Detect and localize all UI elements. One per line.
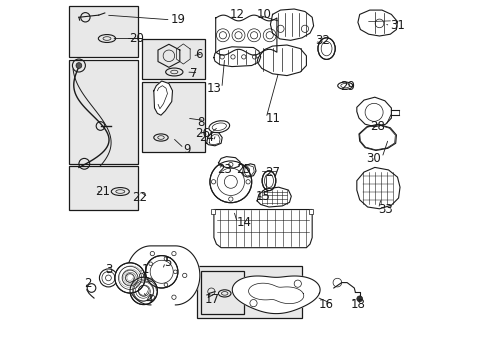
Polygon shape bbox=[242, 164, 256, 177]
Text: 20: 20 bbox=[128, 32, 143, 45]
Text: 7: 7 bbox=[190, 67, 197, 80]
Text: 11: 11 bbox=[265, 112, 280, 125]
Circle shape bbox=[115, 263, 145, 293]
Text: 27: 27 bbox=[265, 166, 280, 179]
Polygon shape bbox=[126, 246, 200, 305]
Bar bbox=[142, 39, 204, 79]
Text: 25: 25 bbox=[236, 163, 250, 176]
Ellipse shape bbox=[262, 171, 275, 191]
Circle shape bbox=[173, 270, 177, 274]
Text: 33: 33 bbox=[377, 203, 392, 216]
Text: 4: 4 bbox=[145, 293, 153, 306]
Ellipse shape bbox=[317, 38, 335, 59]
Text: 31: 31 bbox=[389, 19, 405, 32]
Text: 12: 12 bbox=[229, 8, 244, 21]
Polygon shape bbox=[218, 157, 240, 168]
Polygon shape bbox=[213, 210, 311, 248]
Circle shape bbox=[99, 269, 117, 287]
Polygon shape bbox=[206, 132, 222, 146]
Polygon shape bbox=[257, 187, 291, 207]
Text: 22: 22 bbox=[132, 191, 147, 204]
Circle shape bbox=[209, 161, 251, 203]
Bar bbox=[69, 6, 138, 57]
Polygon shape bbox=[270, 9, 313, 40]
Circle shape bbox=[130, 277, 157, 305]
Text: 19: 19 bbox=[170, 13, 185, 26]
Polygon shape bbox=[153, 81, 172, 115]
Text: 15: 15 bbox=[255, 190, 270, 203]
Polygon shape bbox=[356, 167, 399, 209]
Circle shape bbox=[145, 256, 178, 288]
Circle shape bbox=[245, 180, 250, 184]
Circle shape bbox=[211, 180, 215, 184]
Text: 28: 28 bbox=[369, 120, 384, 133]
Polygon shape bbox=[232, 276, 320, 314]
Text: 2: 2 bbox=[84, 277, 92, 290]
Bar bbox=[309, 209, 312, 214]
Circle shape bbox=[87, 284, 96, 292]
Bar bbox=[197, 266, 302, 318]
Text: 13: 13 bbox=[206, 82, 221, 95]
Circle shape bbox=[76, 63, 81, 68]
Polygon shape bbox=[213, 47, 260, 67]
Bar bbox=[69, 166, 138, 210]
Text: 8: 8 bbox=[197, 116, 204, 129]
Polygon shape bbox=[215, 15, 276, 55]
Text: 6: 6 bbox=[195, 48, 203, 61]
Polygon shape bbox=[358, 124, 396, 150]
Text: 5: 5 bbox=[164, 256, 172, 269]
Text: 30: 30 bbox=[366, 152, 381, 165]
Text: 24: 24 bbox=[199, 131, 213, 144]
Text: 26: 26 bbox=[195, 127, 210, 140]
Circle shape bbox=[228, 197, 232, 201]
Text: 10: 10 bbox=[257, 8, 271, 21]
Circle shape bbox=[164, 283, 167, 287]
Text: 21: 21 bbox=[95, 185, 110, 198]
Text: 32: 32 bbox=[314, 34, 329, 47]
Text: 1: 1 bbox=[142, 263, 149, 276]
Bar bbox=[69, 60, 138, 164]
Polygon shape bbox=[356, 97, 390, 127]
Text: 23: 23 bbox=[217, 163, 232, 176]
Circle shape bbox=[356, 296, 362, 302]
Circle shape bbox=[164, 257, 167, 261]
Text: 17: 17 bbox=[204, 293, 220, 306]
Text: 3: 3 bbox=[104, 263, 112, 276]
Bar bbox=[211, 209, 215, 214]
Polygon shape bbox=[357, 10, 397, 36]
Circle shape bbox=[148, 262, 152, 266]
Text: 14: 14 bbox=[236, 216, 251, 229]
Polygon shape bbox=[257, 45, 306, 76]
Circle shape bbox=[228, 162, 232, 167]
Text: 16: 16 bbox=[318, 298, 333, 311]
Circle shape bbox=[148, 278, 152, 282]
Text: 29: 29 bbox=[340, 80, 355, 93]
Text: 9: 9 bbox=[183, 143, 190, 156]
Bar bbox=[201, 271, 244, 314]
Text: 18: 18 bbox=[350, 298, 365, 311]
Bar bbox=[142, 82, 204, 152]
